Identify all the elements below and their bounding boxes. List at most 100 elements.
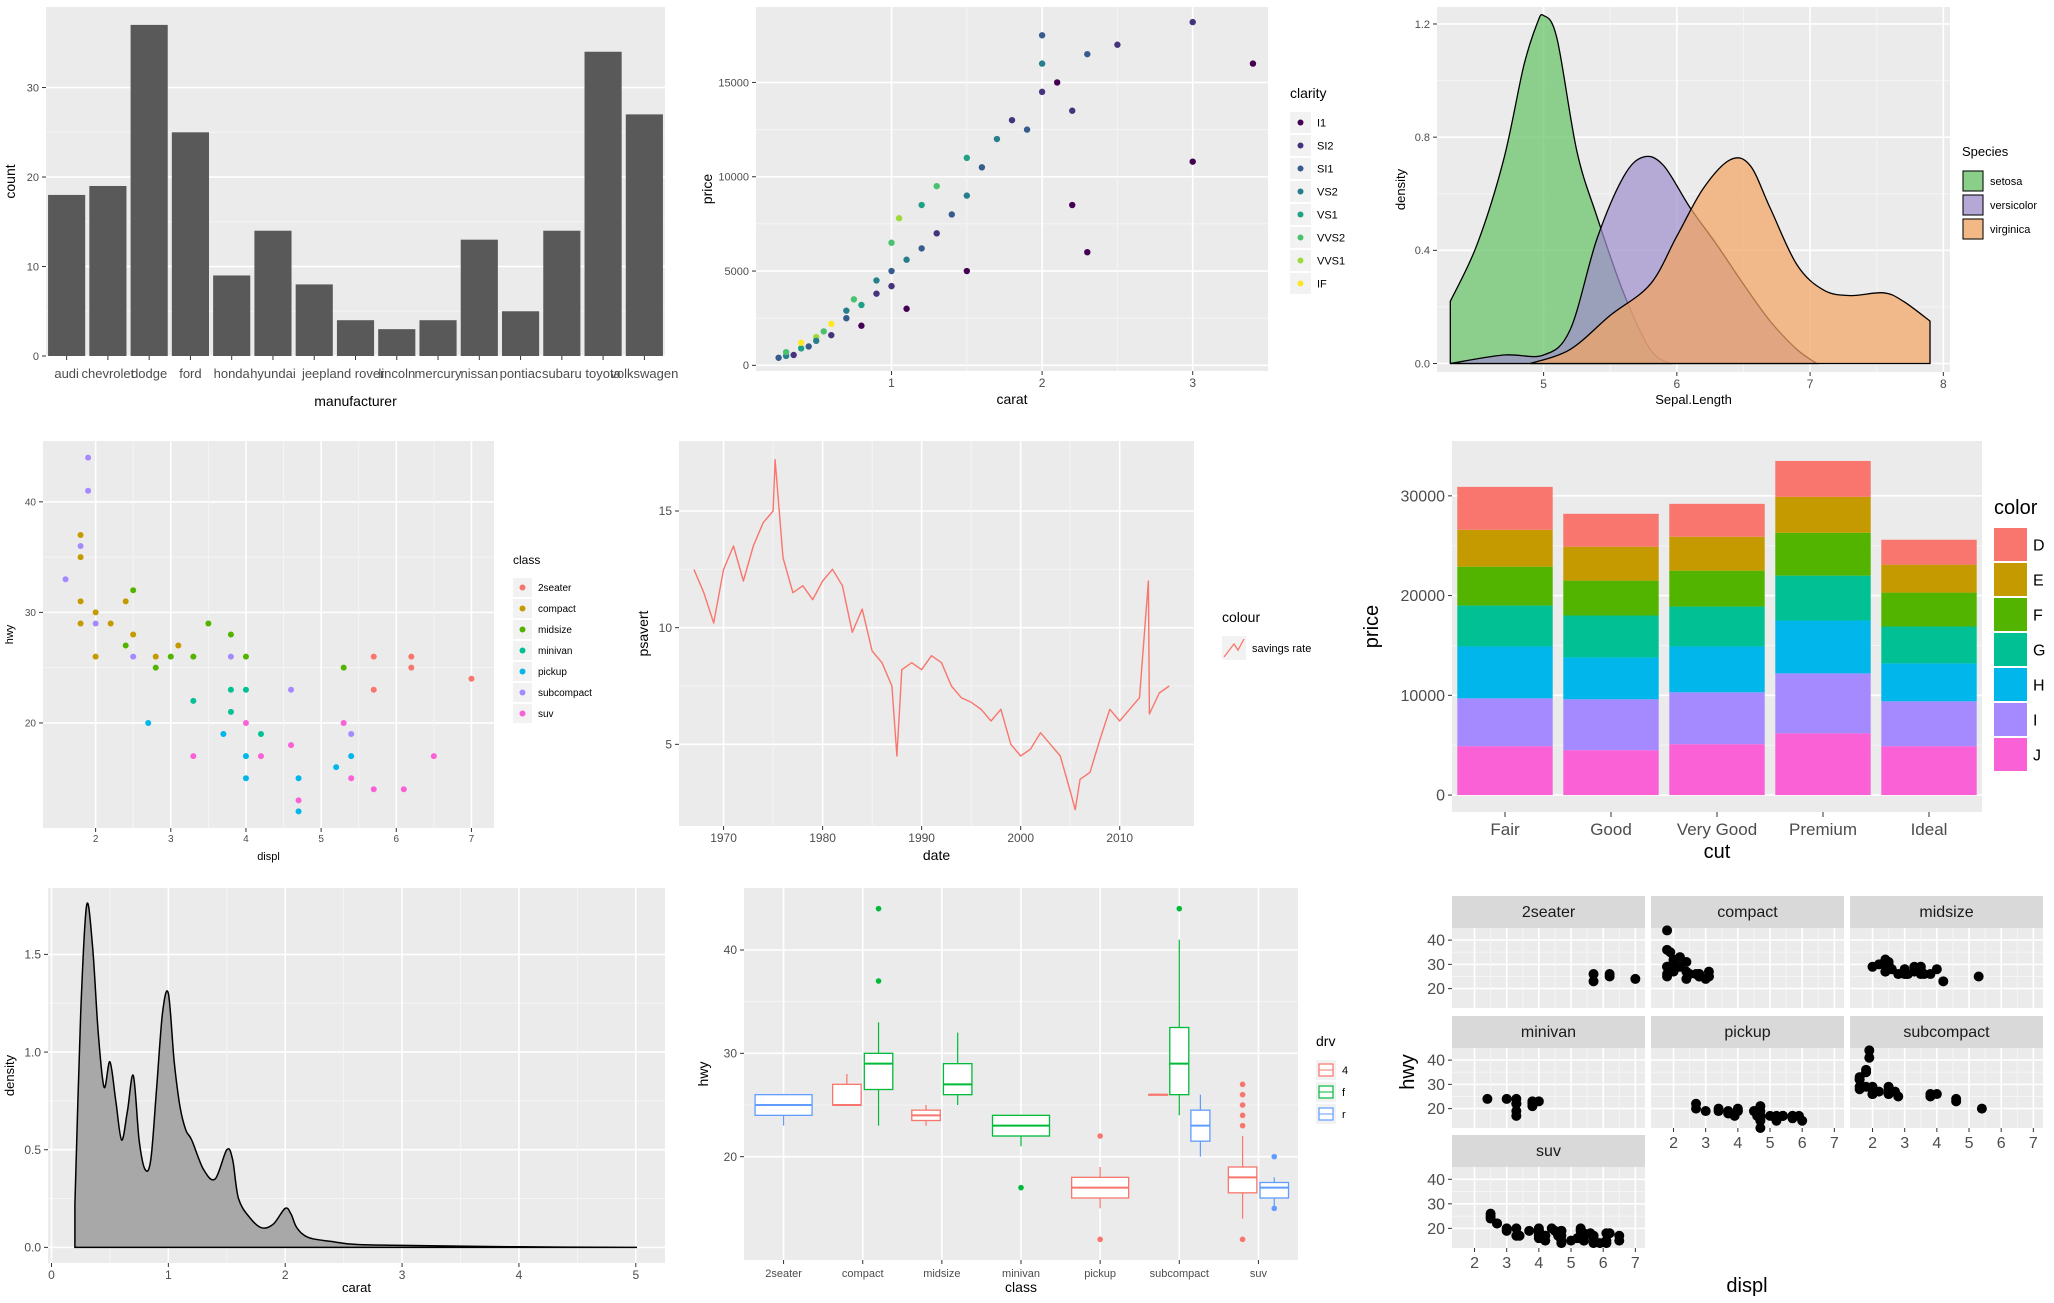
mpg-point (295, 808, 302, 815)
box-xtick-label: pickup (1084, 1268, 1116, 1280)
dia-point (1084, 248, 1091, 256)
dia-point (903, 256, 910, 263)
mfr-xtick-label: audi (54, 366, 79, 381)
cut-xtick-label: Fair (1490, 820, 1520, 839)
sav-ytick-label: 15 (659, 504, 673, 518)
dia-legend-label: VS2 (1317, 186, 1338, 198)
box-body-subcompact-f (1169, 1026, 1190, 1096)
dia-point (933, 230, 940, 237)
facet-compact-strip (1651, 896, 1844, 928)
mpg-legend-key (519, 647, 526, 654)
mpg-point (340, 719, 347, 726)
facet-minivan-point (1482, 1093, 1493, 1104)
cut-legend-label: F (2033, 607, 2043, 624)
facet-pickup-point (1777, 1110, 1788, 1121)
facet-pickup-point (1732, 1106, 1743, 1117)
dia-ylabel: price (699, 174, 715, 205)
mfr-bar-ford (171, 132, 210, 356)
dia-point (828, 331, 835, 339)
facet-minivan-point (1511, 1093, 1522, 1104)
dia-legend-label: I1 (1317, 117, 1326, 129)
cut-legend-key (1994, 738, 2027, 771)
dia-point (843, 314, 850, 322)
box-legend-title: drv (1316, 1033, 1335, 1049)
cut-bar-Very-Good-D (1669, 503, 1765, 537)
car-ytick-label: 0.0 (24, 1241, 41, 1255)
facet-2seater-strip-label: 2seater (1522, 904, 1576, 921)
car-density-area (74, 902, 638, 1249)
facet-subcompact-point (1854, 1074, 1865, 1085)
dia-point (1069, 201, 1076, 209)
sav-legend-title: colour (1222, 609, 1260, 625)
dia-point (963, 267, 971, 275)
facet-minivan-strip-label: minivan (1521, 1024, 1576, 1041)
cut-bar-Good-F (1563, 580, 1659, 616)
dia-point (797, 345, 805, 352)
facet-subcompact-xtick-label: 5 (1965, 1135, 1974, 1152)
sav-xtick-label: 1980 (809, 831, 836, 845)
box-outlier (1239, 1081, 1246, 1088)
dia-xlabel: carat (996, 391, 1027, 407)
facet-2seater-panel (1452, 928, 1645, 1008)
mpg-point (430, 753, 437, 760)
mpg-point (242, 775, 249, 782)
cut-xtick-label: Very Good (1677, 820, 1757, 839)
iris-xlabel: Sepal.Length (1655, 392, 1732, 407)
dia-ytick-label: 15000 (718, 77, 749, 89)
facet-pickup-point (1765, 1110, 1776, 1121)
mfr-ylabel: count (2, 164, 18, 198)
mfr-xtick-label: jeep (301, 366, 327, 381)
box-outlier (875, 905, 882, 912)
dia-point (1038, 32, 1046, 39)
box-xlabel: class (1005, 1279, 1037, 1295)
iris-xtick-label: 5 (1540, 377, 1547, 391)
facet-pickup-strip-label: pickup (1724, 1024, 1770, 1041)
facet-subcompact-xtick-label: 6 (1997, 1135, 2006, 1152)
mpg-ytick-label: 40 (25, 497, 37, 508)
dia-legend-label: VS1 (1317, 209, 1338, 221)
chart-savings-line: 5 10 15 1970 1980 1990 2000 2010 date psavert colo… (635, 441, 1311, 863)
facet-suv-xtick-label: 6 (1599, 1255, 1608, 1272)
mpg-point (175, 642, 182, 649)
mpg-point (227, 653, 234, 660)
facet-midsize-point (1973, 971, 1984, 982)
cut-bar-Fair-E (1457, 529, 1553, 567)
facet-compact-point (1662, 925, 1673, 936)
dia-point (918, 201, 925, 209)
facet-minivan-ytick-label: 20 (1427, 1101, 1445, 1118)
facet-pickup-point (1797, 1115, 1808, 1126)
facet-subcompact-strip-label: subcompact (1903, 1024, 1990, 1041)
cut-bar-Good-I (1563, 699, 1659, 751)
facet-midsize-point (1938, 976, 1949, 987)
facet-suv-point (1485, 1211, 1496, 1222)
mfr-xtick-label: nissan (461, 366, 499, 381)
box-outlier (1018, 1184, 1024, 1191)
iris-ytick-label: 1.2 (1415, 19, 1430, 31)
dia-point (775, 354, 782, 361)
dia-point (963, 154, 971, 162)
facet-suv-strip-label: suv (1536, 1143, 1561, 1160)
mpg-point (77, 531, 84, 538)
dia-point (873, 290, 880, 297)
cut-bar-Fair-D (1457, 486, 1553, 530)
mpg-point (92, 620, 99, 627)
sav-legend-key (1223, 638, 1245, 658)
dia-point (903, 305, 910, 312)
facet-2seater-point (1604, 971, 1615, 982)
facet-compact-point (1668, 964, 1679, 975)
mpg-point (295, 775, 302, 782)
box-body-compact-4 (831, 1083, 862, 1106)
mpg-point (220, 731, 227, 738)
dia-point (843, 307, 850, 314)
facet-pickup-panel (1651, 1048, 1844, 1128)
facet-suv-point (1601, 1235, 1612, 1246)
box-legend-label: f (1342, 1087, 1346, 1099)
cut-bar-Premium-G (1775, 575, 1871, 621)
cut-bar-Fair-J (1457, 746, 1553, 796)
chart-carat-density: 0.0 0.5 1.0 1.5 0 1 2 3 4 5 carat density (2, 888, 665, 1295)
mpg-point (77, 554, 84, 561)
dia-point (790, 351, 797, 359)
facet-2seater-point (1588, 976, 1599, 987)
mfr-xtick-label: lincoln (378, 366, 415, 381)
sav-xtick-label: 1990 (908, 831, 935, 845)
